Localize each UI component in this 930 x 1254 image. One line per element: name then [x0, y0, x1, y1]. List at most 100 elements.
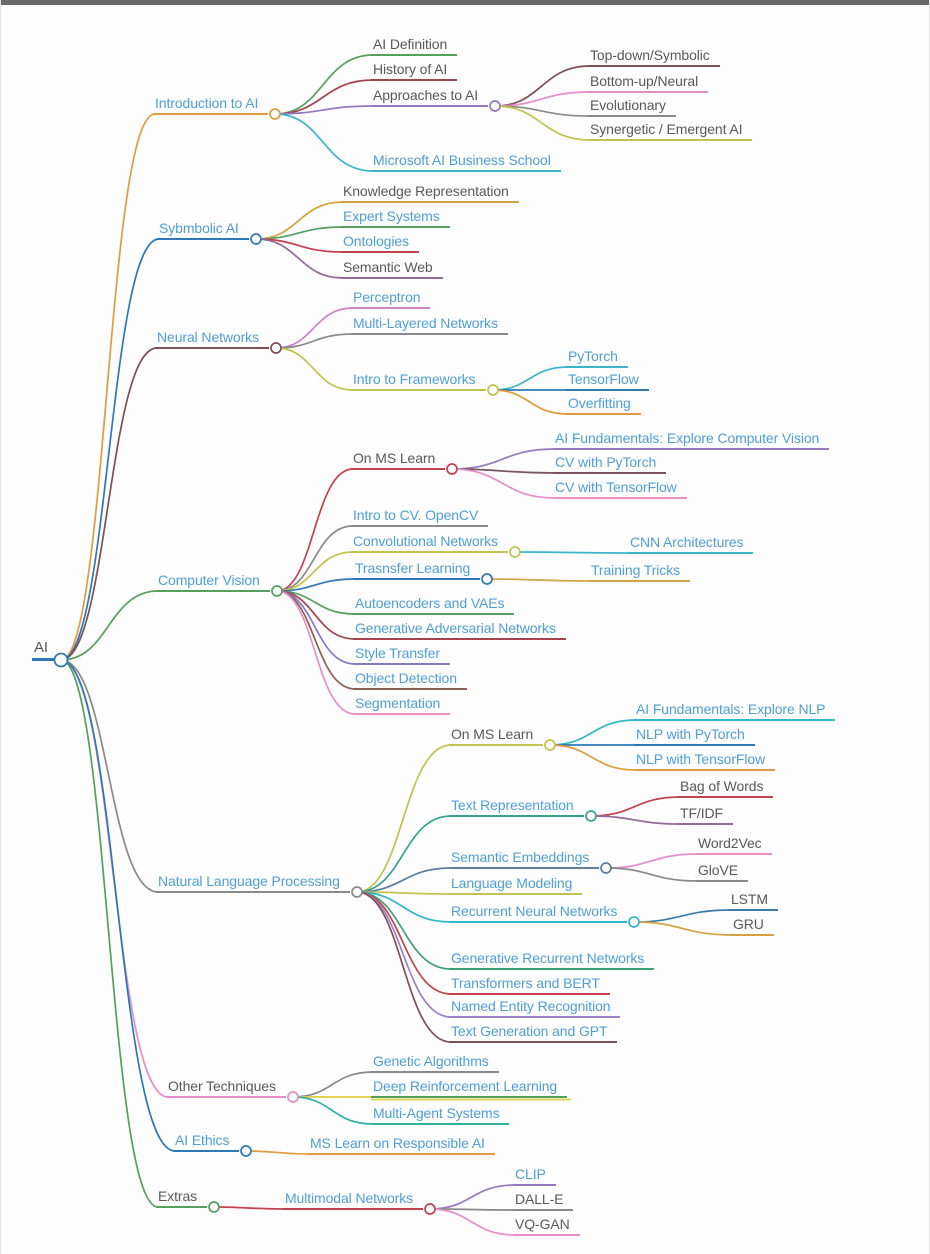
mindmap-node-deep-rl[interactable]: Deep Reinforcement Learning — [371, 1078, 568, 1098]
mindmap-node-nlp-tensorflow[interactable]: NLP with TensorFlow — [634, 751, 776, 771]
mindmap-node-cv-pytorch[interactable]: CV with PyTorch — [553, 454, 667, 474]
mindmap-node-knowledge-rep: Knowledge Representation — [341, 183, 519, 203]
mindmap-node-text-gen-gpt[interactable]: Text Generation and GPT — [449, 1023, 618, 1043]
mindmap-node-pytorch[interactable]: PyTorch — [566, 348, 628, 368]
collapse-toggle-approaches[interactable] — [489, 100, 501, 112]
mindmap-node-multi-layered[interactable]: Multi-Layered Networks — [351, 315, 508, 335]
mindmap-node-clip[interactable]: CLIP — [513, 1166, 556, 1186]
mindmap-node-vq-gan: VQ-GAN — [513, 1216, 580, 1236]
mindmap-node-nlp-pytorch[interactable]: NLP with PyTorch — [634, 726, 755, 746]
mindmap-node-expert-systems[interactable]: Expert Systems — [341, 208, 450, 228]
mindmap-node-conv-nets[interactable]: Convolutional Networks — [351, 533, 508, 553]
mindmap-node-bag-of-words: Bag of Words — [678, 778, 774, 798]
mindmap-node-training-tricks[interactable]: Training Tricks — [589, 562, 691, 582]
collapse-toggle-intro[interactable] — [269, 108, 281, 120]
mindmap-node-overfitting[interactable]: Overfitting — [566, 395, 641, 415]
mindmap-node-autoencoders[interactable]: Autoencoders and VAEs — [353, 595, 515, 615]
mindmap-node-ontologies[interactable]: Ontologies — [341, 233, 419, 253]
mindmap-node-evolutionary: Evolutionary — [588, 97, 676, 117]
branch-line-intro — [60, 113, 156, 661]
mindmap-node-language-modeling[interactable]: Language Modeling — [449, 875, 583, 895]
mindmap-node-multimodal[interactable]: Multimodal Networks — [283, 1190, 424, 1210]
branch-line-nlp-ms-learn — [356, 744, 452, 893]
mindmap-node-ms-ai-school[interactable]: Microsoft AI Business School — [371, 152, 561, 172]
collapse-toggle-rnn[interactable] — [628, 916, 640, 928]
collapse-toggle-extras[interactable] — [208, 1201, 220, 1213]
mindmap-node-cv[interactable]: Computer Vision — [156, 572, 270, 592]
mindmap-node-cnn-arch[interactable]: CNN Architectures — [628, 534, 754, 554]
mindmap-node-cv-ms-learn: On MS Learn — [351, 450, 446, 470]
branch-line-knowledge-rep — [255, 201, 344, 240]
collapse-toggle-nlp-ms-learn[interactable] — [544, 739, 556, 751]
mindmap-node-symbolic[interactable]: Sybmbolic AI — [157, 220, 249, 240]
mindmap-node-rnn[interactable]: Recurrent Neural Networks — [449, 903, 628, 923]
branch-line-bag-of-words — [590, 796, 681, 817]
collapse-toggle-text-representation[interactable] — [585, 810, 597, 822]
collapse-toggle-neural[interactable] — [270, 342, 282, 354]
branch-line-ms-ai-school — [274, 113, 374, 172]
mindmap-node-object-detection[interactable]: Object Detection — [353, 670, 467, 690]
mindmap-node-frameworks[interactable]: Intro to Frameworks — [351, 371, 486, 391]
mindmap-node-cv-tensorflow[interactable]: CV with TensorFlow — [553, 479, 687, 499]
mindmap-node-gans[interactable]: Generative Adversarial Networks — [353, 620, 566, 640]
branch-line-semantic-embeddings — [356, 867, 452, 893]
mindmap-node-multi-agent[interactable]: Multi-Agent Systems — [371, 1105, 510, 1125]
branch-line-synergetic — [494, 105, 591, 141]
mindmap-node-neural[interactable]: Neural Networks — [155, 329, 269, 349]
branch-line-ai-ethics — [60, 659, 176, 1152]
branch-line-symbolic — [60, 238, 160, 661]
branch-line-segmentation — [276, 590, 356, 715]
branch-line-semantic-web — [255, 238, 344, 279]
window-top-border — [1, 0, 929, 5]
collapse-toggle-ai[interactable] — [53, 652, 69, 668]
collapse-toggle-other-techniques[interactable] — [287, 1091, 299, 1103]
branch-line-frameworks — [275, 347, 354, 391]
branch-line-responsible-ai — [245, 1150, 311, 1155]
mindmap-node-semantic-embeddings[interactable]: Semantic Embeddings — [449, 849, 600, 869]
mindmap-node-extras: Extras — [156, 1188, 208, 1208]
mindmap-node-intro[interactable]: Introduction to AI — [153, 95, 269, 115]
mindmap-node-responsible-ai[interactable]: MS Learn on Responsible AI — [308, 1135, 495, 1155]
collapse-toggle-conv-nets[interactable] — [509, 546, 521, 558]
collapse-toggle-semantic-embeddings[interactable] — [600, 862, 612, 874]
collapse-toggle-frameworks[interactable] — [487, 384, 499, 396]
mindmap-node-cv-fundamentals[interactable]: AI Fundamentals: Explore Computer Vision — [553, 430, 830, 450]
collapse-toggle-cv[interactable] — [271, 585, 283, 597]
branch-line-vq-gan — [429, 1208, 516, 1236]
mindmap-node-tensorflow[interactable]: TensorFlow — [566, 371, 649, 391]
branch-line-conv-nets — [276, 551, 354, 592]
mindmap-node-text-representation[interactable]: Text Representation — [449, 797, 584, 817]
branch-line-gans — [276, 590, 356, 640]
mindmap-node-top-down: Top-down/Symbolic — [588, 47, 720, 67]
mindmap-node-transfer-learning[interactable]: Trasnsfer Learning — [353, 560, 481, 580]
mindmap-node-gen-rnn[interactable]: Generative Recurrent Networks — [449, 950, 655, 970]
mindmap-node-nlp[interactable]: Natural Language Processing — [156, 873, 350, 893]
mindmap-node-approaches: Approaches to AI — [371, 87, 489, 107]
branch-line-bottom-up — [494, 91, 591, 107]
branch-line-rnn — [356, 891, 452, 923]
mindmap-node-dall-e: DALL-E — [513, 1191, 574, 1211]
mindmap-node-perceptron[interactable]: Perceptron — [351, 289, 431, 309]
mindmap-node-nlp-fundamentals[interactable]: AI Fundamentals: Explore NLP — [634, 701, 836, 721]
collapse-toggle-ai-ethics[interactable] — [240, 1145, 252, 1157]
mindmap-node-ai-ethics[interactable]: AI Ethics — [173, 1132, 240, 1152]
collapse-toggle-nlp[interactable] — [351, 886, 363, 898]
branch-line-ner — [356, 891, 452, 1018]
branch-line-intro-cv-opencv — [276, 525, 354, 592]
collapse-toggle-symbolic[interactable] — [250, 233, 262, 245]
mindmap-node-ner[interactable]: Named Entity Recognition — [449, 998, 621, 1018]
mindmap-node-genetic-algorithms[interactable]: Genetic Algorithms — [371, 1053, 499, 1073]
branch-line-text-representation — [356, 815, 452, 893]
branch-line-clip — [429, 1184, 516, 1210]
branch-line-nlp-tensorflow — [549, 744, 637, 771]
branch-line-cv — [60, 590, 159, 661]
mindmap-node-segmentation[interactable]: Segmentation — [353, 695, 451, 715]
mindmap-node-history-of-ai: History of AI — [371, 61, 458, 81]
branch-line-word2vec — [605, 853, 699, 869]
mindmap-node-style-transfer[interactable]: Style Transfer — [353, 645, 450, 665]
collapse-toggle-transfer-learning[interactable] — [481, 573, 493, 585]
collapse-toggle-multimodal[interactable] — [424, 1203, 436, 1215]
collapse-toggle-cv-ms-learn[interactable] — [446, 463, 458, 475]
mindmap-node-transformers-bert[interactable]: Transformers and BERT — [449, 975, 610, 995]
mindmap-node-intro-cv-opencv[interactable]: Intro to CV. OpenCV — [351, 507, 489, 527]
